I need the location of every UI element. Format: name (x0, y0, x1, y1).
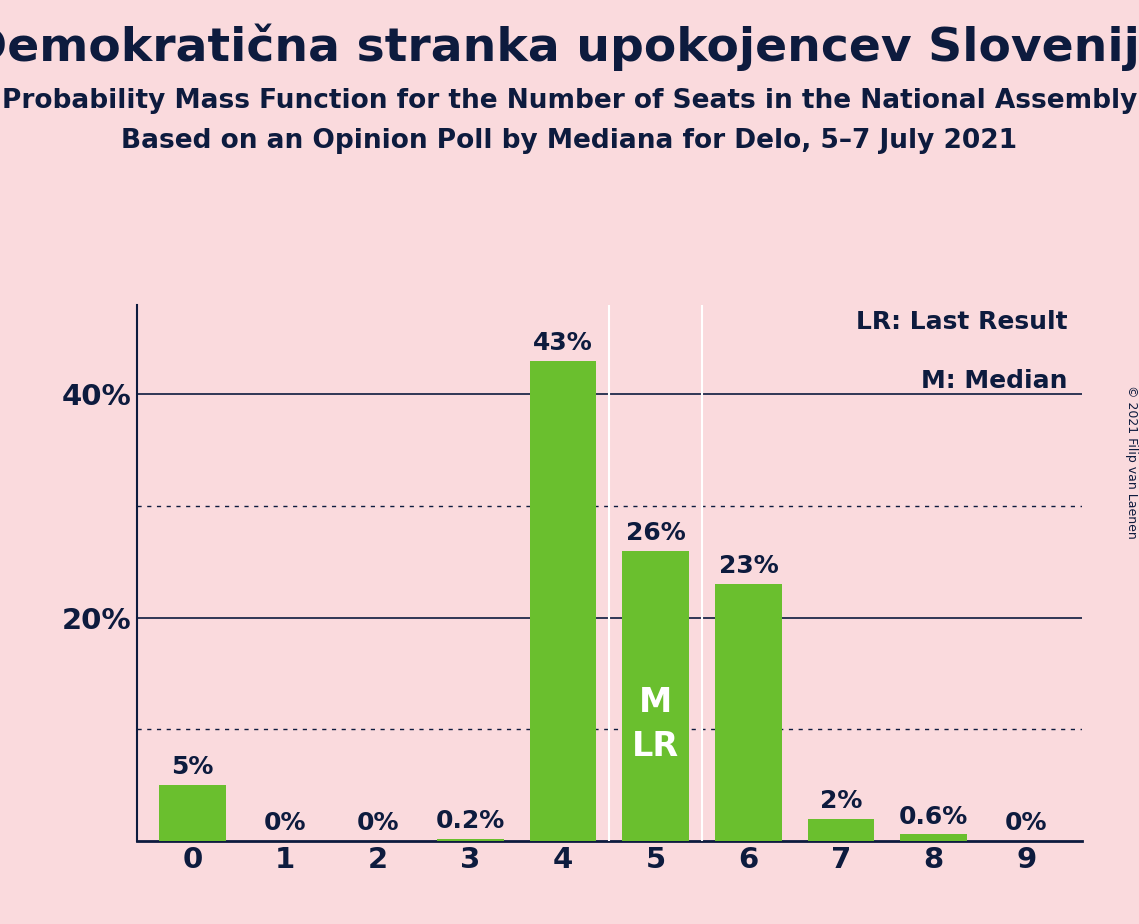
Text: Probability Mass Function for the Number of Seats in the National Assembly: Probability Mass Function for the Number… (2, 88, 1137, 114)
Text: © 2021 Filip van Laenen: © 2021 Filip van Laenen (1124, 385, 1138, 539)
Text: 5%: 5% (171, 756, 213, 780)
Bar (622, 551, 689, 841)
Text: 0.6%: 0.6% (899, 805, 968, 829)
Text: 0.2%: 0.2% (436, 809, 505, 833)
Text: LR: LR (632, 730, 679, 763)
Text: LR: Last Result: LR: Last Result (857, 310, 1068, 334)
Text: 43%: 43% (533, 331, 593, 355)
Text: 23%: 23% (719, 554, 778, 578)
Text: M: Median: M: Median (921, 370, 1068, 394)
Bar (808, 819, 875, 841)
Text: 0%: 0% (357, 811, 399, 835)
Text: 0%: 0% (1006, 811, 1048, 835)
Bar (530, 360, 597, 841)
Text: Demokratična stranka upokojencev Slovenije: Demokratična stranka upokojencev Sloveni… (0, 23, 1139, 70)
Bar (437, 839, 503, 841)
Text: 2%: 2% (820, 789, 862, 813)
Text: M: M (639, 686, 672, 719)
Text: 0%: 0% (264, 811, 306, 835)
Bar (901, 834, 967, 841)
Bar (715, 584, 781, 841)
Text: 26%: 26% (625, 521, 686, 545)
Text: Based on an Opinion Poll by Mediana for Delo, 5–7 July 2021: Based on an Opinion Poll by Mediana for … (122, 128, 1017, 153)
Bar (159, 785, 226, 841)
